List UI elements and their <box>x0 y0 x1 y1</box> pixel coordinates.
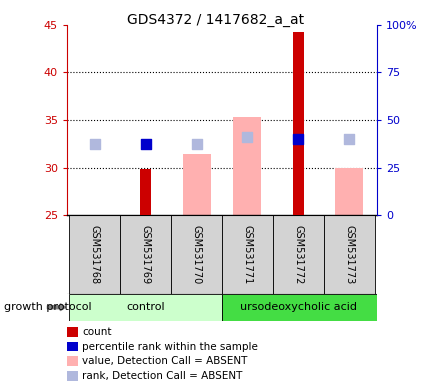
Bar <box>171 215 221 294</box>
Bar <box>69 215 120 294</box>
Point <box>243 134 250 140</box>
Bar <box>221 294 376 321</box>
Point <box>193 141 200 147</box>
Point <box>345 136 352 142</box>
Text: rank, Detection Call = ABSENT: rank, Detection Call = ABSENT <box>82 371 242 381</box>
Text: GSM531770: GSM531770 <box>191 225 201 284</box>
Bar <box>182 154 210 215</box>
Bar <box>233 117 261 215</box>
Text: GSM531771: GSM531771 <box>242 225 252 284</box>
Text: GSM531772: GSM531772 <box>292 225 303 284</box>
Bar <box>140 169 151 215</box>
Point <box>142 141 149 147</box>
Bar <box>323 215 374 294</box>
Point <box>91 141 98 147</box>
Text: GSM531768: GSM531768 <box>89 225 100 284</box>
Bar <box>272 215 323 294</box>
Bar <box>292 31 303 215</box>
Text: value, Detection Call = ABSENT: value, Detection Call = ABSENT <box>82 356 247 366</box>
Text: growth protocol: growth protocol <box>4 302 92 312</box>
Bar <box>120 215 171 294</box>
Text: count: count <box>82 327 111 337</box>
Text: GSM531773: GSM531773 <box>343 225 353 284</box>
Text: GDS4372 / 1417682_a_at: GDS4372 / 1417682_a_at <box>127 13 303 27</box>
Text: GSM531769: GSM531769 <box>140 225 150 284</box>
Bar <box>221 215 272 294</box>
Bar <box>335 167 362 215</box>
Point <box>294 136 301 142</box>
Text: control: control <box>126 302 165 312</box>
Text: percentile rank within the sample: percentile rank within the sample <box>82 342 257 352</box>
Text: ursodeoxycholic acid: ursodeoxycholic acid <box>239 302 356 312</box>
Bar <box>69 294 221 321</box>
